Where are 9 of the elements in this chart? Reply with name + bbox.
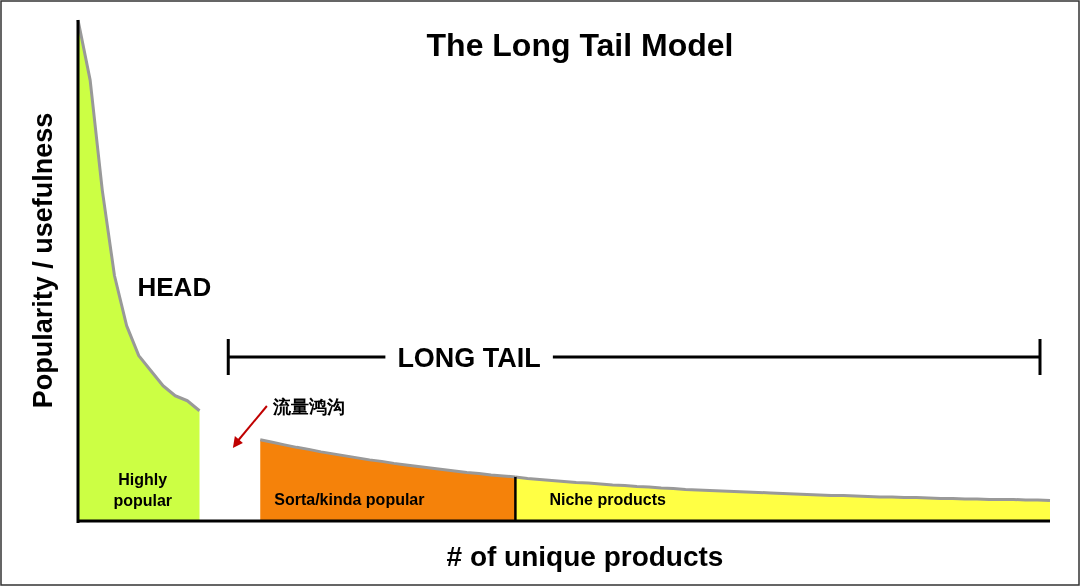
chart-title: The Long Tail Model <box>426 27 734 63</box>
annotation: 流量鸿沟 <box>271 396 345 417</box>
series-label: Niche products <box>549 491 666 508</box>
y-axis-title: Popularity / usefulness <box>28 112 58 409</box>
annotation: HEAD <box>137 272 212 302</box>
x-axis-title: # of unique products <box>446 541 724 572</box>
series-label: Sorta/kinda popular <box>274 491 425 508</box>
annotation: LONG TAIL <box>397 343 541 373</box>
series-label: Highly popular <box>113 471 173 509</box>
